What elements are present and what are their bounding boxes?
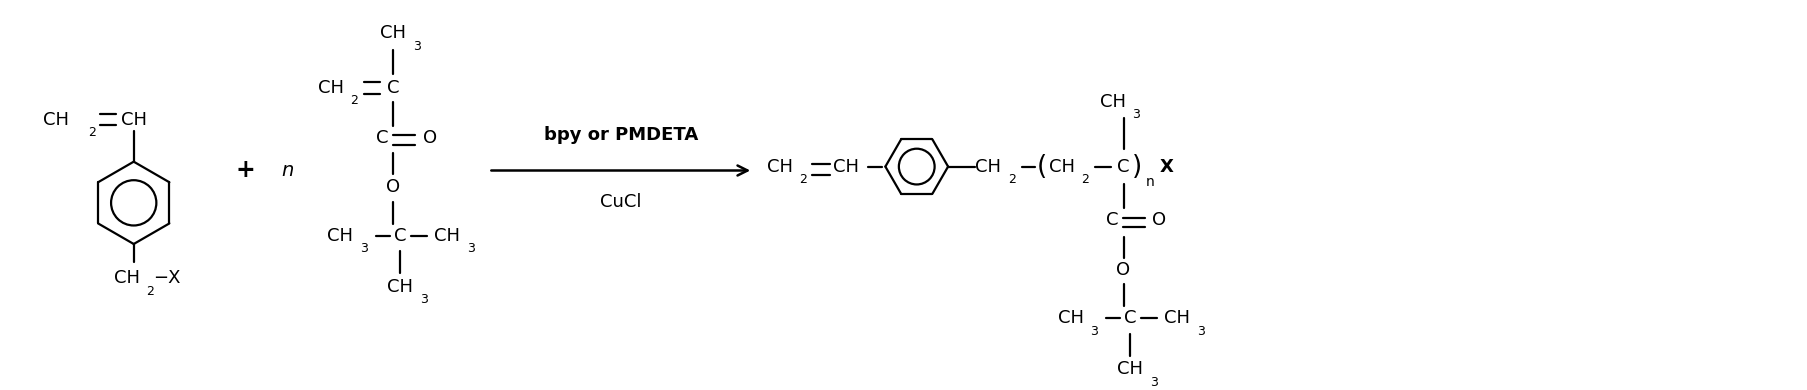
- Text: ): ): [1131, 154, 1142, 179]
- Text: C: C: [376, 129, 389, 147]
- Text: 3: 3: [412, 39, 421, 53]
- Text: CH: CH: [1117, 360, 1142, 378]
- Text: C: C: [394, 227, 407, 245]
- Text: CH: CH: [114, 269, 139, 287]
- Text: CH: CH: [121, 110, 146, 129]
- Text: O: O: [423, 129, 437, 147]
- Text: CH: CH: [1099, 93, 1126, 111]
- Text: (: (: [1037, 154, 1046, 179]
- Text: 3: 3: [1149, 376, 1156, 389]
- Text: n: n: [1146, 175, 1153, 189]
- Text: CH: CH: [387, 278, 414, 296]
- Text: bpy or PMDETA: bpy or PMDETA: [544, 126, 698, 144]
- Text: CH: CH: [327, 227, 354, 245]
- Text: 2: 2: [146, 285, 154, 298]
- Text: CH: CH: [833, 158, 858, 176]
- Text: C: C: [1117, 158, 1129, 176]
- Text: C: C: [1124, 310, 1137, 328]
- Text: 2: 2: [799, 173, 806, 186]
- Text: CH: CH: [766, 158, 791, 176]
- Text: O: O: [387, 178, 401, 196]
- Text: CH: CH: [1164, 310, 1189, 328]
- Text: O: O: [1117, 261, 1129, 280]
- Text: CH: CH: [318, 79, 343, 97]
- Text: CH: CH: [1057, 310, 1082, 328]
- Text: +: +: [235, 158, 255, 183]
- Text: 3: 3: [1196, 325, 1203, 338]
- Text: n: n: [282, 161, 293, 180]
- Text: 3: 3: [1131, 108, 1140, 121]
- Text: CuCl: CuCl: [600, 193, 641, 211]
- Text: −X: −X: [154, 269, 181, 287]
- Text: O: O: [1151, 211, 1166, 229]
- Text: CH: CH: [974, 158, 1001, 176]
- Text: X: X: [1158, 158, 1173, 176]
- Text: 2: 2: [1006, 173, 1016, 186]
- Text: CH: CH: [1048, 158, 1073, 176]
- Text: 2: 2: [1081, 173, 1088, 186]
- Text: CH: CH: [434, 227, 461, 245]
- Text: 3: 3: [360, 243, 369, 255]
- Text: 3: 3: [1090, 325, 1097, 338]
- Text: CH: CH: [379, 24, 407, 42]
- Text: 2: 2: [89, 126, 96, 139]
- Text: C: C: [387, 79, 399, 97]
- Text: 3: 3: [419, 293, 428, 307]
- Text: CH: CH: [43, 110, 69, 129]
- Text: 2: 2: [351, 94, 358, 107]
- Text: 3: 3: [466, 243, 475, 255]
- Text: C: C: [1104, 211, 1117, 229]
